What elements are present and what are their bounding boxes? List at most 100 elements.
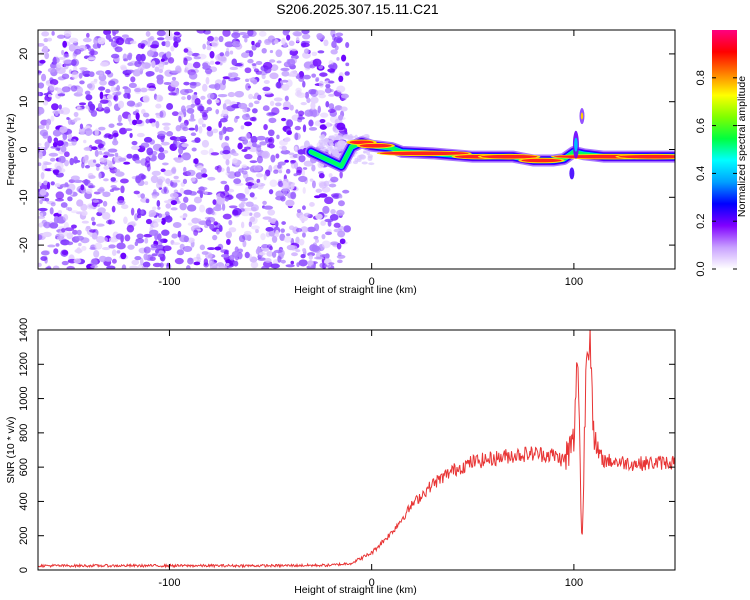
noise-blob: [191, 217, 200, 224]
noise-blob: [244, 121, 252, 127]
ridge-hotspot-core: [521, 158, 562, 163]
noise-blob: [76, 86, 84, 95]
y-axis-label: SNR (10 * v/v): [5, 416, 17, 483]
noise-blob: [314, 223, 320, 232]
snr-background: [38, 330, 675, 570]
noise-blob: [156, 74, 164, 81]
noise-blob: [319, 134, 326, 140]
y-tick-label: -20: [18, 237, 30, 253]
noise-blob: [221, 109, 229, 117]
noise-blob: [319, 262, 327, 269]
noise-blob: [116, 200, 126, 206]
ridge-hotspot-core: [480, 154, 538, 159]
noise-blob: [183, 189, 193, 195]
y-tick-label: 1400: [18, 318, 30, 342]
noise-blob: [252, 196, 258, 200]
noise-blob: [61, 49, 65, 56]
noise-blob: [345, 134, 350, 139]
noise-blob: [136, 102, 143, 107]
noise-blob: [250, 204, 259, 212]
noise-blob: [198, 220, 208, 226]
noise-blob: [301, 168, 306, 177]
noise-blob: [67, 196, 73, 202]
noise-blob: [101, 247, 111, 251]
noise-blob: [131, 140, 138, 146]
noise-blob: [202, 113, 208, 121]
noise-blob: [51, 103, 59, 111]
noise-blob: [193, 56, 202, 60]
noise-blob: [49, 83, 56, 91]
noise-blob: [71, 59, 77, 65]
noise-blob: [108, 38, 114, 42]
noise-blob: [240, 221, 245, 229]
noise-blob: [160, 141, 170, 146]
noise-blob: [275, 81, 284, 89]
noise-blob: [311, 73, 317, 78]
noise-blob: [251, 63, 257, 66]
noise-blob: [266, 143, 271, 148]
noise-blob: [214, 99, 220, 104]
noise-blob: [336, 122, 346, 131]
noise-blob: [281, 37, 286, 45]
noise-blob: [288, 48, 298, 52]
noise-blob: [218, 225, 223, 232]
colorbar: 0.0 0.2 0.4 0.6 0.8 Normalized spectral ampli…: [695, 30, 748, 277]
noise-blob: [227, 171, 237, 179]
x-axis-label: Height of straight line (km): [294, 284, 417, 296]
noise-blob: [129, 40, 137, 45]
noise-blob: [224, 196, 230, 202]
noise-blob: [74, 48, 82, 55]
noise-blob: [280, 149, 291, 155]
noise-blob: [106, 153, 115, 157]
noise-blob: [120, 185, 125, 194]
noise-blob: [68, 37, 79, 44]
noise-blob: [127, 62, 134, 67]
noise-blob: [85, 94, 93, 101]
noise-blob: [280, 67, 290, 72]
noise-blob: [268, 189, 274, 195]
noise-blob: [308, 254, 313, 260]
noise-blob: [304, 91, 310, 99]
noise-blob: [186, 204, 197, 212]
noise-blob: [91, 232, 98, 240]
noise-blob: [240, 52, 250, 58]
noise-blob: [233, 77, 241, 81]
noise-blob: [181, 96, 186, 100]
noise-blob: [93, 250, 100, 258]
noise-blob: [99, 157, 108, 163]
noise-blob: [257, 39, 262, 45]
noise-blob: [251, 225, 260, 230]
noise-blob: [38, 181, 42, 187]
noise-blob: [190, 177, 196, 182]
noise-blob: [190, 132, 197, 137]
burst-feature: [574, 137, 578, 152]
noise-blob: [84, 128, 93, 136]
noise-blob: [127, 54, 132, 61]
noise-blob: [161, 122, 171, 126]
y-tick-label: 800: [18, 424, 30, 442]
noise-blob: [222, 30, 231, 37]
noise-blob: [117, 114, 122, 123]
noise-blob: [281, 84, 290, 91]
noise-blob: [170, 181, 178, 188]
noise-blob: [56, 140, 64, 147]
noise-blob: [222, 103, 227, 111]
noise-blob: [228, 219, 233, 226]
noise-blob: [61, 86, 71, 93]
noise-blob: [325, 101, 330, 108]
noise-blob: [116, 242, 126, 250]
noise-blob: [144, 237, 149, 244]
noise-blob: [280, 228, 285, 233]
noise-blob: [201, 139, 210, 148]
noise-blob: [329, 241, 339, 246]
noise-blob: [122, 86, 129, 90]
noise-blob: [60, 183, 70, 188]
noise-blob: [130, 207, 135, 216]
noise-blob: [91, 146, 98, 151]
noise-blob: [70, 85, 78, 92]
noise-blob: [117, 100, 125, 109]
noise-blob: [267, 138, 273, 143]
noise-blob: [198, 186, 205, 194]
colorbar-tick-label: 0.6: [695, 118, 707, 133]
